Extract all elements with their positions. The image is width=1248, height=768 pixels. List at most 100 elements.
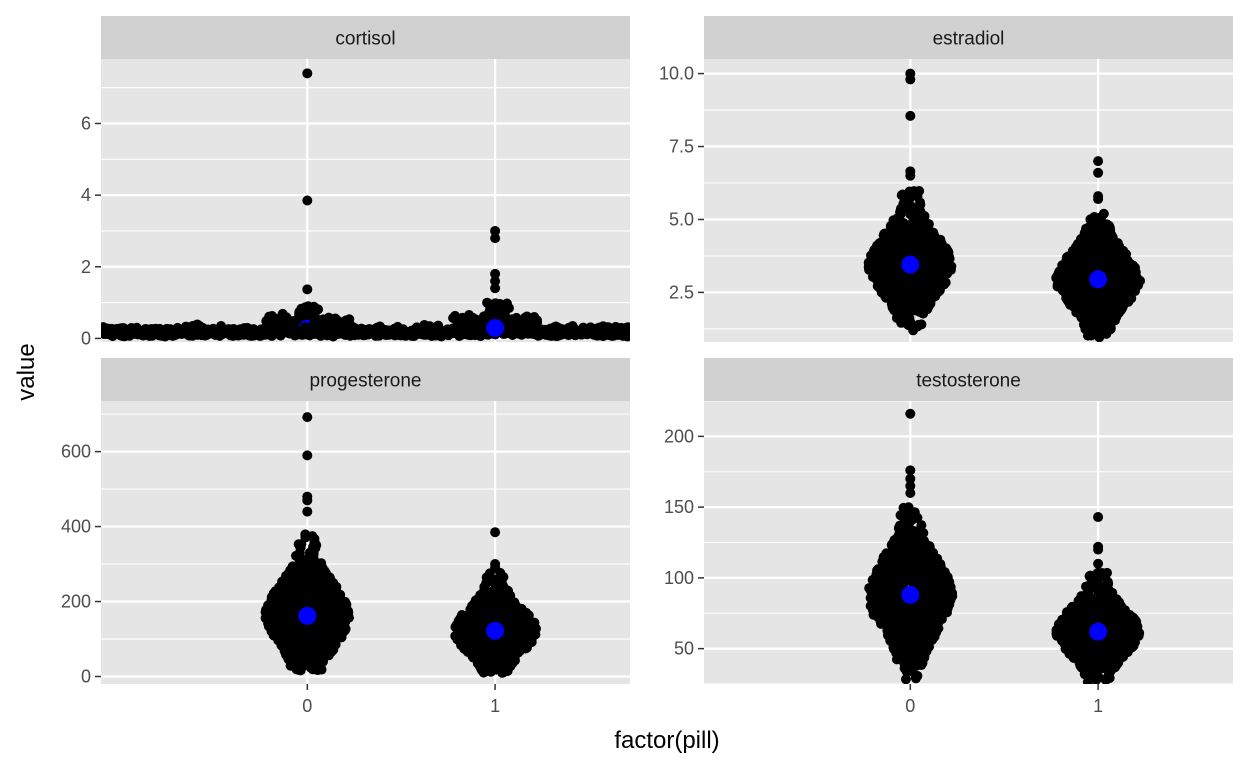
data-point [505,606,516,617]
data-point [511,646,522,657]
outlier-point [1093,194,1104,205]
data-point [875,258,886,269]
data-point [916,301,927,312]
data-point [518,627,529,638]
outlier-point [302,68,313,79]
data-point [1080,282,1091,293]
data-point [515,323,526,334]
data-point [890,236,901,247]
data-point [486,654,497,665]
data-point [618,330,629,341]
outlier-point [905,74,916,85]
data-point [489,590,500,601]
data-point [1062,280,1073,291]
outlier-point [905,170,916,181]
data-point [482,575,493,586]
data-point [1089,211,1100,222]
data-point [460,627,471,638]
data-point [339,625,350,636]
data-point [531,315,542,326]
outlier-point [490,283,501,294]
data-point [290,595,301,606]
points-layer [101,68,630,342]
data-point [277,612,288,623]
mean-point [901,255,920,274]
data-point [904,318,915,329]
data-point [330,326,341,337]
data-point [279,624,290,635]
data-point [872,281,883,292]
data-point [1127,267,1138,278]
data-point [326,645,337,656]
data-point [190,325,201,336]
data-point [498,594,509,605]
data-point [1103,220,1114,231]
data-point [289,646,300,657]
data-point [299,322,310,333]
points-layer [864,408,1145,684]
data-point [865,258,876,269]
data-point [308,542,319,553]
data-point [501,656,512,667]
data-point [470,609,481,620]
data-point [879,286,890,297]
data-point [896,277,907,288]
data-point [581,325,592,336]
outlier-point [302,506,313,517]
data-point [446,327,457,338]
data-point [1096,308,1107,319]
y-tick-label: 10.0 [659,64,694,84]
data-point [904,280,915,291]
y-tick-label: 5.0 [669,209,694,229]
facet-strip [704,358,1233,401]
data-point [284,572,295,583]
data-point [471,624,482,635]
outlier-point [302,195,313,206]
data-point [869,269,880,280]
facet-strip [101,16,630,59]
data-point [1096,286,1107,297]
data-point [340,596,351,607]
data-point [146,323,157,334]
facets-layer: cortisol0246estradiol2.55.07.510.0proges… [61,16,1233,716]
data-point [261,604,272,615]
data-point [1093,321,1104,332]
data-point [313,329,324,340]
data-point [468,652,479,663]
mean-point [486,319,505,338]
data-point [260,613,271,624]
y-tick-label: 600 [61,442,91,462]
data-point [320,568,331,579]
data-point [498,636,509,647]
y-tick-label: 0 [81,328,91,348]
data-point [1110,246,1121,257]
data-point [477,589,488,600]
outlier-point [490,268,501,279]
data-point [913,287,924,298]
data-point [322,330,333,341]
data-point [287,325,298,336]
data-point [260,329,271,340]
data-point [896,190,907,201]
data-point [1117,303,1128,314]
data-point [1112,280,1123,291]
outlier-point [490,233,501,244]
data-point [482,297,493,308]
facet-strip [101,358,630,401]
data-point [479,638,490,649]
facet-strip-title: estradiol [933,29,1005,50]
data-point [1124,258,1135,269]
data-point [267,597,278,608]
data-point [478,311,489,322]
outlier-point [302,412,313,423]
points-layer [260,412,541,678]
data-point [527,621,538,632]
data-point [1062,289,1073,300]
y-tick-label: 2.5 [669,282,694,302]
data-point [1098,208,1109,219]
data-point [916,271,927,282]
data-point [510,614,521,625]
data-point [927,238,938,249]
